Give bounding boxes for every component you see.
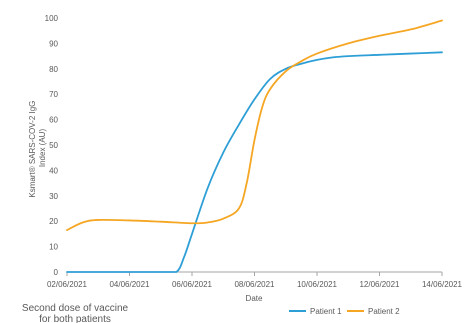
y-axis-label-line-1: Ksmart® SARS-COV-2 IgG (28, 101, 37, 198)
annotation-line-2: for both patients (39, 314, 111, 323)
x-tick-label: 12/06/2021 (359, 280, 400, 289)
x-tick-label: 14/06/2021 (422, 280, 463, 289)
series-line-1 (66, 51, 443, 273)
annotation-line-1: Second dose of vaccine (22, 303, 129, 314)
series-line-2 (66, 19, 443, 231)
y-tick-label: 70 (49, 90, 58, 99)
x-tick-label: 02/06/2021 (47, 280, 88, 289)
y-tick-label: 100 (45, 14, 59, 23)
x-tick-label: 08/06/2021 (234, 280, 275, 289)
y-tick-label: 40 (49, 166, 58, 175)
x-tick-label: 10/06/2021 (297, 280, 338, 289)
x-axis-ticks: 02/06/2021 04/06/2021 06/06/2021 08/06/2021… (47, 272, 463, 289)
x-axis-label: Date (246, 294, 263, 303)
y-tick-label: 0 (54, 268, 59, 277)
y-axis-label-line-2: Index (AU) (38, 129, 47, 168)
y-axis-ticks: 0 10 20 30 40 50 60 70 80 90 100 (45, 14, 59, 277)
y-tick-label: 90 (49, 39, 58, 48)
y-axis-label: Ksmart® SARS-COV-2 IgG Index (AU) (28, 98, 47, 197)
y-tick-label: 80 (49, 65, 58, 74)
y-tick-label: 10 (49, 243, 58, 252)
legend-label-2: Patient 2 (368, 307, 400, 316)
y-tick-label: 20 (49, 217, 58, 226)
y-tick-label: 30 (49, 192, 58, 201)
x-tick-label: 06/06/2021 (172, 280, 213, 289)
legend-label-1: Patient 1 (310, 307, 342, 316)
y-tick-label: 50 (49, 141, 58, 150)
legend: Patient 1 Patient 2 (289, 307, 400, 316)
x-tick-label: 04/06/2021 (109, 280, 150, 289)
y-tick-label: 60 (49, 116, 58, 125)
series-layer (66, 19, 443, 273)
